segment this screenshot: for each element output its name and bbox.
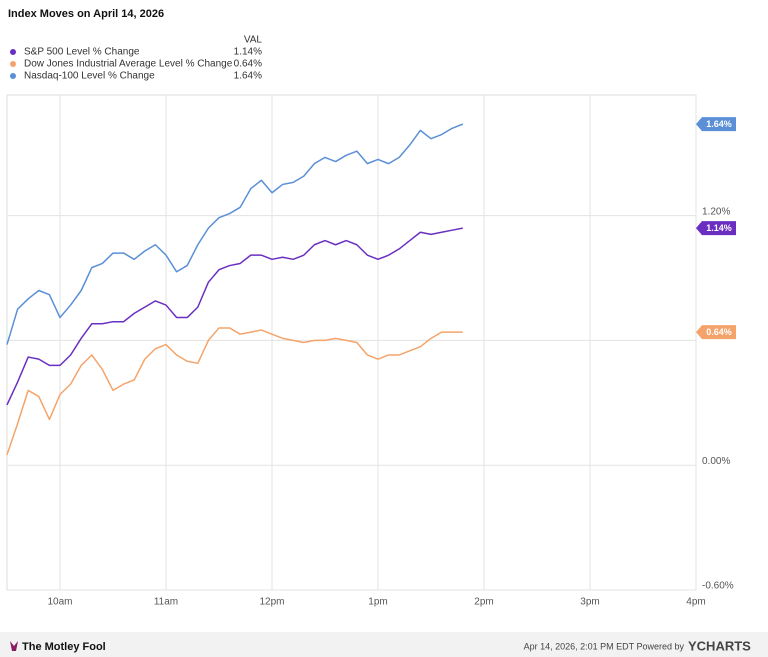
legend-marker	[10, 49, 16, 55]
value-flag-label: 1.14%	[706, 223, 732, 233]
value-flag	[696, 325, 736, 340]
x-tick-label: 1pm	[368, 597, 387, 608]
plot-frame	[6, 94, 697, 591]
value-flag	[696, 117, 736, 132]
x-tick-label: 4pm	[686, 597, 705, 608]
series-line	[6, 123, 464, 345]
legend-value: 0.64%	[234, 59, 262, 70]
legend-label: S&P 500 Level % Change	[24, 47, 140, 58]
y-tick-label: -0.60%	[702, 581, 734, 592]
footer-logo: YCHARTS	[688, 638, 751, 653]
brand-icon	[10, 641, 18, 651]
series-line	[6, 227, 463, 406]
legend-header: VAL	[244, 35, 263, 46]
y-tick-label: 1.20%	[702, 206, 730, 217]
x-tick-label: 11am	[154, 597, 178, 608]
x-tick-label: 12pm	[259, 597, 284, 608]
legend-marker	[10, 73, 16, 79]
legend-label: Nasdaq-100 Level % Change	[24, 71, 155, 82]
footer-bar	[0, 632, 768, 657]
x-tick-label: 10am	[47, 597, 72, 608]
footer-timestamp: Apr 14, 2026, 2:01 PM EDT Powered by	[524, 641, 685, 651]
y-tick-label: 0.00%	[702, 456, 730, 467]
x-tick-label: 2pm	[474, 597, 493, 608]
value-flag	[696, 221, 736, 236]
x-tick-label: 3pm	[580, 597, 599, 608]
value-flag-label: 0.64%	[706, 327, 732, 337]
legend-label: Dow Jones Industrial Average Level % Cha…	[24, 59, 233, 70]
legend-value: 1.14%	[234, 47, 262, 58]
value-flag-label: 1.64%	[706, 119, 732, 129]
series-line	[6, 327, 463, 456]
footer-brand: The Motley Fool	[22, 641, 106, 653]
legend-value: 1.64%	[234, 71, 262, 82]
chart-title: Index Moves on April 14, 2026	[8, 8, 164, 20]
legend-marker	[10, 61, 16, 67]
